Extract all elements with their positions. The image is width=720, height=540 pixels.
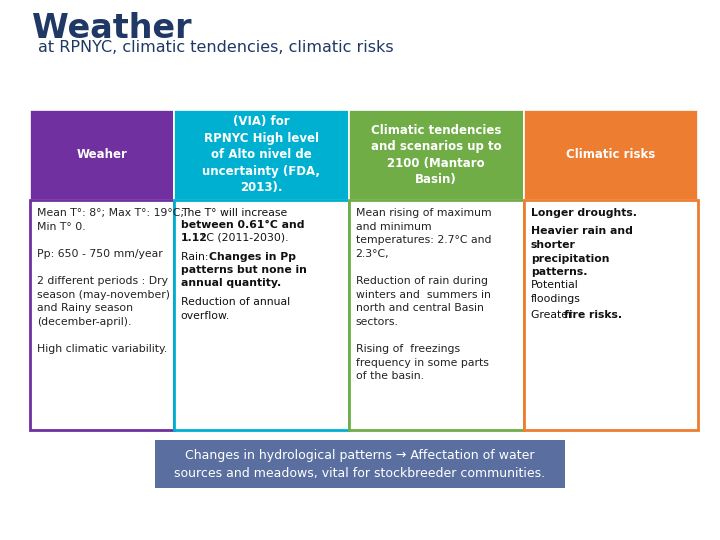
Text: Greater: Greater	[531, 309, 576, 320]
FancyBboxPatch shape	[523, 110, 698, 200]
Text: Climatic risks: Climatic risks	[566, 148, 655, 161]
FancyBboxPatch shape	[30, 200, 174, 430]
Text: Reduction of annual
overflow.: Reduction of annual overflow.	[181, 297, 289, 321]
Text: Weather: Weather	[32, 12, 192, 45]
Text: between 0.61°C and: between 0.61°C and	[181, 220, 304, 231]
Text: fire risks.: fire risks.	[564, 309, 622, 320]
FancyBboxPatch shape	[348, 200, 523, 430]
FancyBboxPatch shape	[155, 440, 565, 488]
Text: patterns but none in: patterns but none in	[181, 265, 307, 275]
Text: Weaher: Weaher	[76, 148, 127, 161]
Text: Rain:: Rain:	[181, 253, 212, 262]
Text: Mean T°: 8°; Max T°: 19°C;
Min T° 0.

Pp: 650 - 750 mm/year

2 different periods: Mean T°: 8°; Max T°: 19°C; Min T° 0. Pp:…	[37, 208, 184, 354]
Text: Mean rising of maximum
and minimum
temperatures: 2.7°C and
2.3°C,

Reduction of : Mean rising of maximum and minimum tempe…	[356, 208, 491, 381]
Text: The T° will increase: The T° will increase	[181, 208, 287, 218]
Text: Climatic tendencies
and scenarios up to
2100 (Mantaro
Basin): Climatic tendencies and scenarios up to …	[371, 124, 501, 186]
Text: annual quantity.: annual quantity.	[181, 278, 281, 287]
FancyBboxPatch shape	[30, 110, 174, 200]
Text: 1.12: 1.12	[181, 233, 207, 243]
FancyBboxPatch shape	[348, 110, 523, 200]
Text: Heavier rain and
shorter
precipitation
patterns.: Heavier rain and shorter precipitation p…	[531, 226, 633, 278]
FancyBboxPatch shape	[174, 110, 348, 200]
Text: °C (2011-2030).: °C (2011-2030).	[201, 233, 288, 243]
Text: Changes in hydrological patterns → Affectation of water
sources and meadows, vit: Changes in hydrological patterns → Affec…	[174, 449, 546, 480]
Text: Longer droughts.: Longer droughts.	[531, 208, 636, 218]
Text: Potential
floodings: Potential floodings	[531, 280, 580, 304]
FancyBboxPatch shape	[174, 200, 348, 430]
Text: (VIA) for
RPNYC High level
of Alto nivel de
uncertainty (FDA,
2013).: (VIA) for RPNYC High level of Alto nivel…	[202, 116, 320, 194]
Text: Changes in Pp: Changes in Pp	[209, 253, 296, 262]
Text: at RPNYC, climatic tendencies, climatic risks: at RPNYC, climatic tendencies, climatic …	[38, 40, 394, 55]
FancyBboxPatch shape	[523, 200, 698, 430]
